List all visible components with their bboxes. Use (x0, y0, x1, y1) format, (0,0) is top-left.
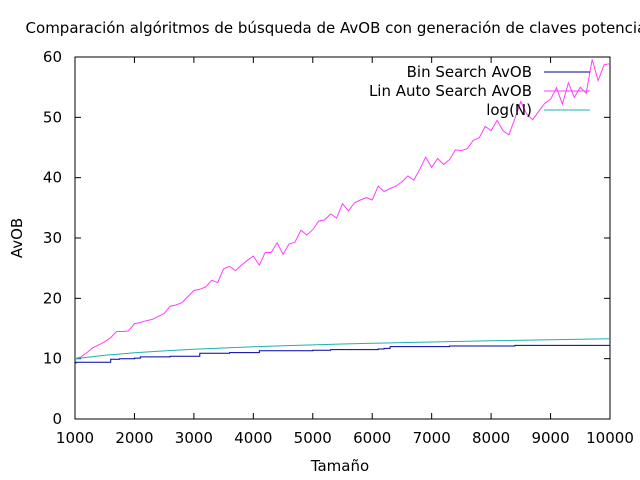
legend-label-0: Bin Search AvOB (407, 63, 532, 81)
x-tick-label: 7000 (413, 429, 451, 447)
x-tick-label: 6000 (353, 429, 391, 447)
x-tick-label: 8000 (472, 429, 510, 447)
series-line-2 (74, 338, 611, 360)
x-tick-label: 1000 (56, 429, 94, 447)
x-tick-label: 2000 (115, 429, 153, 447)
axis-ticks: 1000 2000 3000 4000 5000 6000 7000 8000 9000 1000… (43, 48, 634, 447)
x-tick-label: 10000 (586, 429, 634, 447)
x-tick-label: 5000 (294, 429, 332, 447)
series-line-1 (74, 59, 611, 360)
series-layer (74, 59, 611, 364)
series-line-0 (75, 344, 611, 364)
chart-title: Comparación algóritmos de búsqueda de Av… (26, 19, 640, 37)
legend-label-2: log(N) (486, 101, 532, 119)
y-tick-label: 50 (43, 108, 62, 126)
y-tick-label: 10 (43, 350, 62, 368)
x-tick-label: 3000 (175, 429, 213, 447)
y-axis-label: AvOB (8, 218, 26, 258)
y-tick-label: 20 (43, 289, 62, 307)
x-axis-label: Tamaño (310, 457, 369, 475)
y-tick-label: 0 (52, 410, 62, 428)
y-tick-label: 60 (43, 48, 62, 66)
x-tick-label: 9000 (531, 429, 569, 447)
y-tick-label: 30 (43, 229, 62, 247)
legend-label-1: Lin Auto Search AvOB (369, 82, 532, 100)
x-tick-label: 4000 (234, 429, 272, 447)
y-tick-label: 40 (43, 169, 62, 187)
